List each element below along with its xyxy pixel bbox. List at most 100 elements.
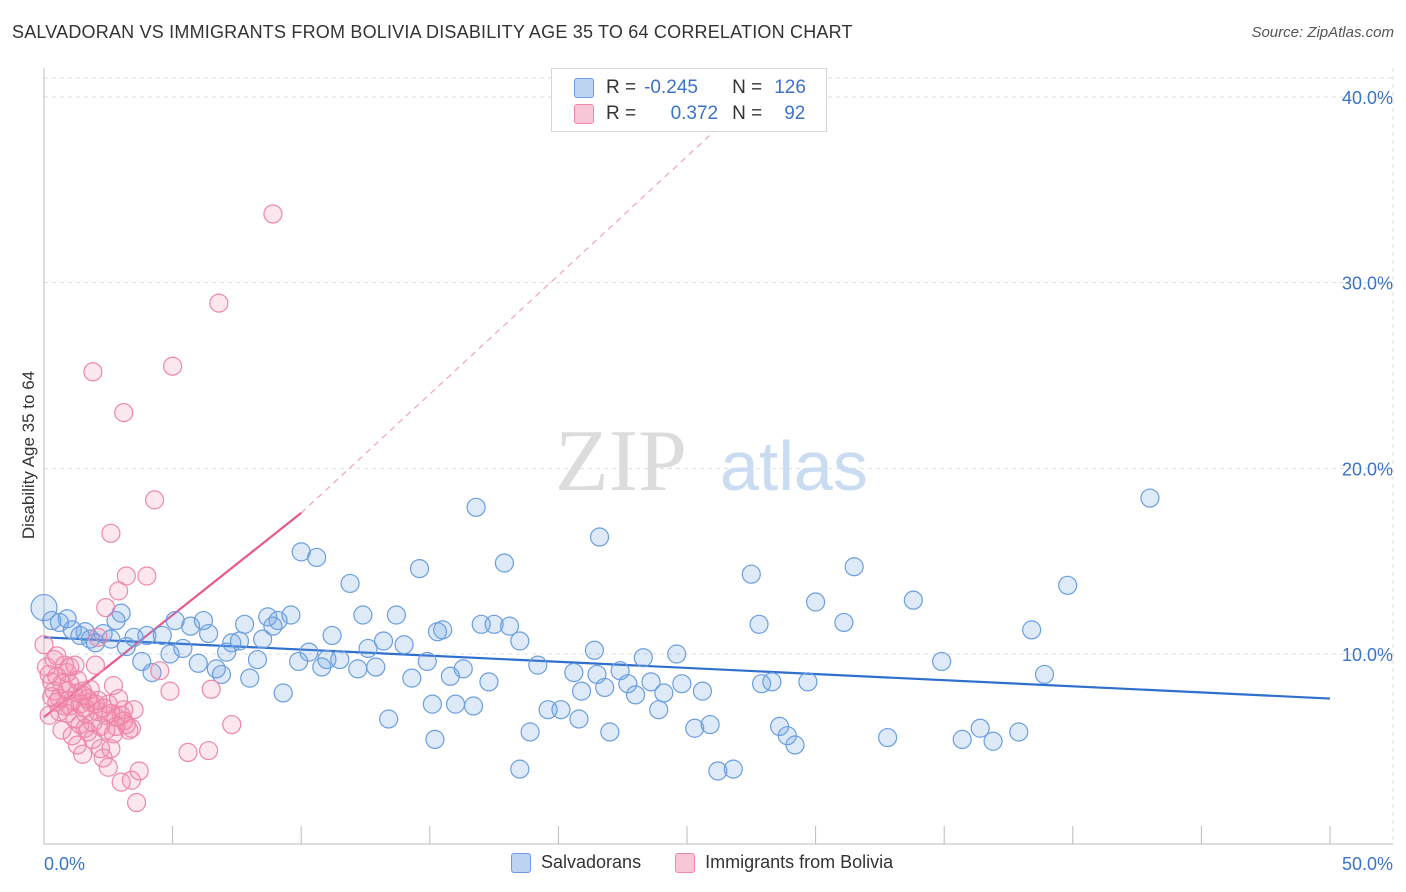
point-bolivia	[163, 356, 183, 376]
point-salvadorans	[463, 696, 484, 716]
point-salvadorans	[510, 631, 530, 651]
point-bolivia	[137, 566, 157, 586]
point-salvadorans	[281, 605, 301, 625]
point-bolivia	[201, 679, 221, 699]
point-salvadorans	[358, 638, 378, 659]
trend-line-bolivia-extension	[300, 96, 752, 514]
legend-n-label: N =	[732, 103, 763, 124]
point-salvadorans	[247, 649, 268, 670]
point-salvadorans	[595, 677, 615, 698]
legend-label-bolivia: Immigrants from Bolivia	[705, 852, 894, 872]
point-salvadorans	[433, 620, 453, 640]
legend-swatch-blue	[511, 852, 531, 873]
point-bolivia	[101, 523, 121, 543]
point-bolivia	[80, 692, 100, 712]
point-bolivia	[121, 718, 142, 738]
point-salvadorans	[402, 668, 422, 688]
legend-n-value: 126	[774, 77, 806, 98]
x-tick-label-max: 50.0%	[1342, 854, 1393, 874]
watermark: ZIP atlas	[555, 413, 868, 510]
point-salvadorans	[445, 694, 466, 714]
legend-swatch-pink	[675, 852, 696, 873]
point-salvadorans	[348, 659, 368, 679]
point-salvadorans	[649, 700, 669, 720]
point-salvadorans	[42, 610, 62, 631]
point-salvadorans	[229, 631, 250, 651]
legend-label-salvadorans: Salvadorans	[541, 852, 642, 872]
x-tick-label-min: 0.0%	[44, 854, 85, 874]
point-salvadorans	[1009, 722, 1029, 742]
legend-swatch-pink	[574, 104, 594, 124]
point-bolivia	[108, 581, 129, 601]
point-salvadorans	[528, 655, 548, 675]
point-salvadorans	[878, 727, 898, 748]
point-salvadorans	[1058, 575, 1078, 595]
point-salvadorans	[700, 714, 720, 735]
point-salvadorans	[633, 648, 653, 668]
y-tick-label: 30.0%	[1342, 274, 1393, 294]
point-salvadorans	[667, 644, 687, 664]
legend-row-bolivia: R = 0.372 N = 92	[574, 102, 805, 126]
point-salvadorans	[494, 553, 514, 573]
point-bolivia	[222, 714, 242, 735]
point-bolivia	[101, 739, 121, 759]
point-bolivia	[103, 724, 124, 744]
point-bolivia	[88, 627, 108, 647]
point-salvadorans	[798, 672, 818, 692]
point-salvadorans	[330, 649, 350, 670]
point-salvadorans	[1022, 620, 1042, 640]
point-salvadorans	[584, 640, 605, 660]
legend-n-label: N =	[732, 77, 763, 98]
point-bolivia	[114, 700, 134, 720]
point-salvadorans	[188, 653, 208, 673]
point-salvadorans	[672, 674, 692, 694]
point-bolivia	[49, 701, 70, 722]
legend-r-label: R =	[606, 103, 637, 124]
point-salvadorans	[422, 694, 442, 714]
watermark-zip: ZIP	[555, 413, 687, 510]
point-salvadorans	[685, 718, 705, 738]
point-salvadorans	[253, 629, 273, 649]
point-salvadorans	[340, 573, 360, 594]
point-salvadorans	[373, 631, 394, 651]
point-salvadorans	[834, 612, 854, 633]
correlation-legend: R = -0.245 N = 126 R = 0.372 N = 92	[551, 68, 827, 132]
point-salvadorans	[173, 638, 193, 659]
legend-r-value: 0.372	[670, 103, 719, 124]
point-bolivia	[72, 744, 93, 764]
point-salvadorans	[211, 664, 232, 685]
point-salvadorans	[386, 605, 406, 625]
point-salvadorans	[618, 674, 638, 694]
point-bolivia	[75, 718, 95, 738]
point-bolivia	[83, 362, 103, 382]
point-salvadorans	[970, 718, 990, 738]
watermark-atlas: atlas	[720, 427, 868, 505]
point-salvadorans	[142, 662, 162, 683]
point-salvadorans	[952, 729, 972, 750]
legend-item-bolivia: Immigrants from Bolivia	[675, 852, 893, 873]
point-salvadorans	[258, 607, 278, 627]
point-salvadorans	[299, 642, 319, 662]
point-salvadorans	[479, 672, 499, 692]
point-salvadorans	[307, 547, 327, 568]
point-salvadorans	[805, 592, 826, 612]
point-bolivia	[116, 566, 136, 586]
point-salvadorans	[654, 683, 674, 703]
y-tick-label: 40.0%	[1342, 88, 1393, 108]
y-tick-label: 10.0%	[1342, 645, 1393, 665]
point-bolivia	[124, 700, 144, 720]
point-bolivia	[144, 490, 165, 510]
point-bolivia	[96, 597, 116, 618]
point-salvadorans	[625, 685, 646, 705]
point-salvadorans	[564, 662, 584, 683]
point-salvadorans	[453, 659, 473, 679]
y-tick-labels: 10.0% 20.0% 30.0% 40.0%	[1342, 88, 1393, 665]
point-bolivia	[98, 757, 118, 777]
point-salvadorans	[569, 709, 589, 729]
chart-title: SALVADORAN VS IMMIGRANTS FROM BOLIVIA DI…	[12, 22, 853, 42]
point-bolivia	[114, 403, 134, 423]
legend-swatch-blue	[574, 78, 594, 98]
point-salvadorans	[366, 657, 386, 677]
data-points	[30, 204, 1160, 813]
